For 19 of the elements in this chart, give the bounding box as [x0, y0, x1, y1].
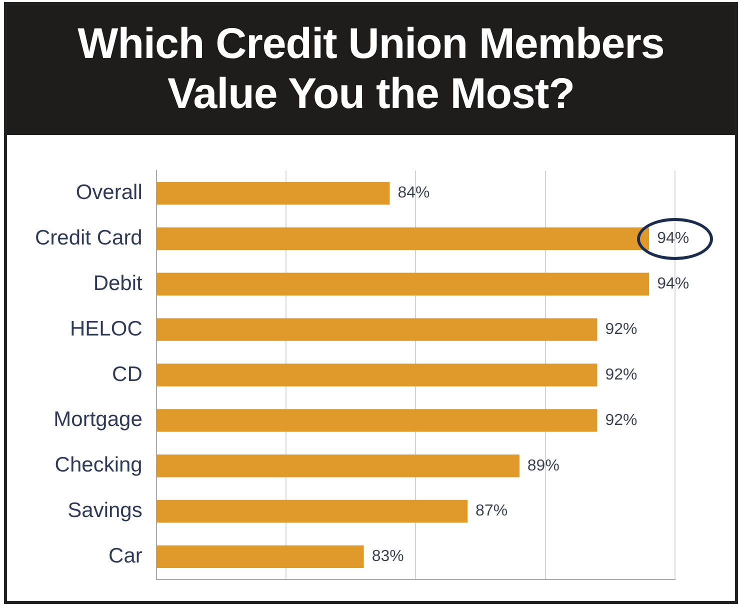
data-label: 92%: [605, 412, 638, 429]
data-label: 94%: [657, 276, 690, 293]
chart-title: Which Credit Union Members Value You the Most?: [7, 5, 735, 135]
y-tick-label: CD: [112, 362, 142, 386]
data-label: 94%: [657, 230, 690, 248]
data-label: 92%: [605, 320, 638, 338]
y-tick-label: Overall: [76, 181, 142, 204]
data-label: 89%: [527, 457, 560, 474]
y-tick-label: Mortgage: [54, 408, 142, 432]
data-label: 87%: [476, 502, 508, 520]
y-tick-label: Debit: [93, 272, 143, 295]
y-tick-label: Checking: [54, 454, 142, 477]
y-tick-label: Car: [108, 544, 142, 568]
data-label: 83%: [372, 548, 404, 566]
y-tick-label: Credit Card: [34, 226, 142, 250]
y-tick-label: Savings: [68, 499, 142, 522]
data-label: 84%: [398, 184, 430, 202]
y-tick-label: HELOC: [70, 317, 142, 340]
data-label: 92%: [605, 366, 638, 384]
